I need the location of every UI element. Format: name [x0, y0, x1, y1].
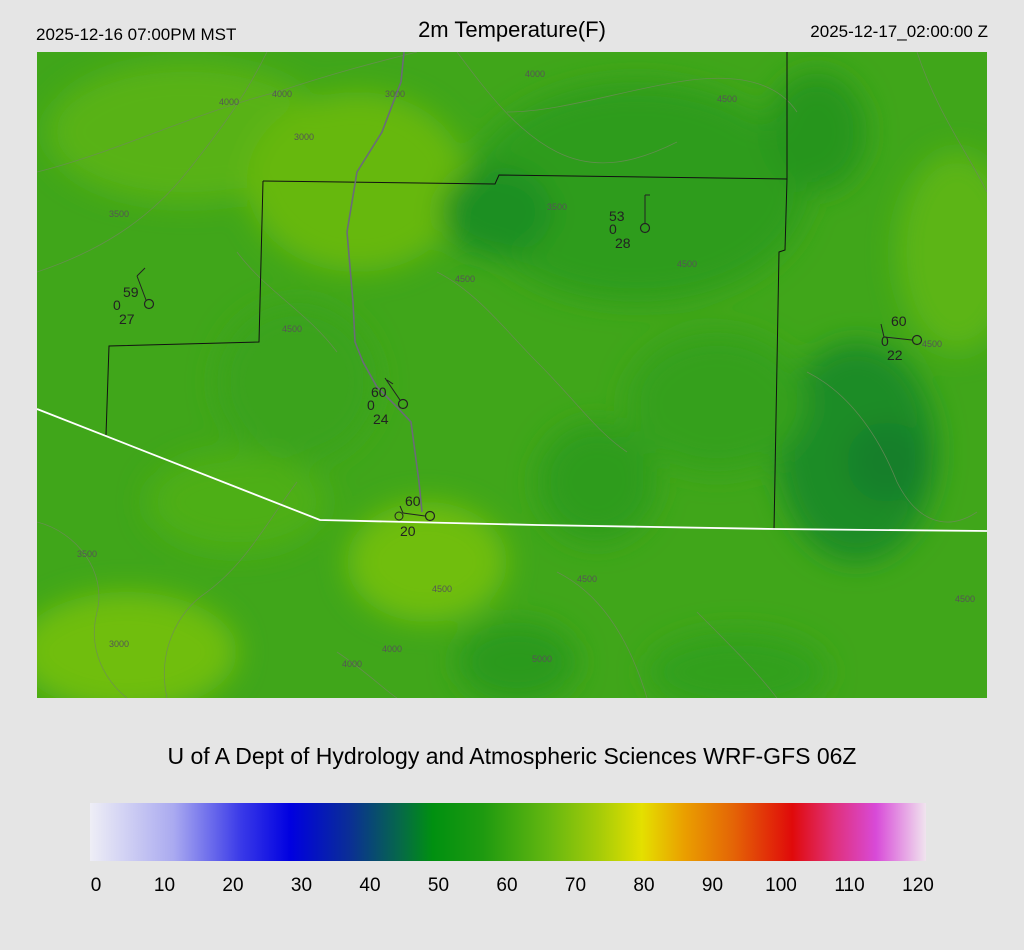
colorbar-tick-label: 80: [633, 875, 655, 896]
svg-text:4500: 4500: [717, 94, 737, 104]
station-temp: 53: [609, 208, 625, 224]
temperature-map: 4000 4000 3000 3000 3500 4000 4500 3500 …: [37, 52, 987, 698]
svg-text:3500: 3500: [77, 549, 97, 559]
local-time-label: 2025-12-16 07:00PM MST: [36, 25, 237, 44]
state-boundary: [37, 408, 987, 532]
station-cloud: 0: [113, 297, 121, 313]
map-title: 2m Temperature(F): [418, 17, 606, 42]
station-temp: 60: [891, 313, 907, 329]
station-plot: 53 0 28: [609, 194, 651, 251]
colorbar-gradient: [90, 803, 926, 861]
colorbar-tick-label: 10: [153, 875, 176, 896]
station-dewpoint: 27: [119, 311, 135, 327]
svg-text:3000: 3000: [294, 132, 314, 142]
svg-text:4500: 4500: [455, 274, 475, 284]
rivers: [346, 52, 423, 513]
svg-text:3500: 3500: [109, 209, 129, 219]
svg-text:4500: 4500: [955, 594, 975, 604]
elevation-contours: [37, 52, 987, 698]
colorbar-tick-label: 100: [765, 875, 797, 896]
svg-text:4000: 4000: [219, 97, 239, 107]
svg-text:3000: 3000: [385, 89, 405, 99]
station-cloud: 0: [609, 221, 617, 237]
station-cloud: 0: [881, 333, 889, 349]
station-temp: 60: [371, 384, 387, 400]
station-temp: 60: [405, 493, 421, 509]
credit-text: U of A Dept of Hydrology and Atmospheric…: [167, 743, 857, 769]
colorbar-tick-label: 110: [834, 875, 865, 896]
colorbar-tick-labels: 0 10 20 30 40 50 60 70 80 90 100 110 120: [90, 875, 934, 901]
station-plot: 60 0 22: [880, 313, 923, 363]
colorbar-tick-label: 20: [222, 875, 244, 896]
station-dewpoint: 28: [615, 235, 631, 251]
station-cloud: 0: [367, 397, 375, 413]
svg-text:3000: 3000: [109, 639, 129, 649]
station-plot: 60 20: [394, 493, 436, 539]
temperature-shading: [37, 62, 987, 698]
svg-text:4500: 4500: [922, 339, 942, 349]
svg-text:4500: 4500: [282, 324, 302, 334]
colorbar-tick-label: 60: [496, 875, 518, 896]
station-dewpoint: 24: [373, 411, 389, 427]
colorbar-tick-label: 30: [290, 875, 313, 896]
county-boundaries: [105, 52, 788, 531]
contour-labels: 4000 4000 3000 3000 3500 4000 4500 3500 …: [77, 69, 975, 669]
svg-text:4000: 4000: [382, 644, 402, 654]
svg-text:5000: 5000: [532, 654, 552, 664]
colorbar-tick-label: 50: [427, 875, 450, 896]
colorbar-tick-label: 70: [564, 875, 587, 896]
svg-text:4500: 4500: [677, 259, 697, 269]
utc-time-label: 2025-12-17_02:00:00 Z: [810, 22, 988, 41]
colorbar-tick-label: 120: [902, 875, 934, 896]
station-plot: 59 0 27: [113, 267, 155, 327]
colorbar-tick-label: 40: [359, 875, 381, 896]
station-temp: 59: [123, 284, 139, 300]
station-dewpoint: 22: [887, 347, 903, 363]
svg-text:4000: 4000: [525, 69, 545, 79]
svg-text:4000: 4000: [342, 659, 362, 669]
svg-text:4000: 4000: [272, 89, 292, 99]
svg-text:3500: 3500: [547, 202, 567, 212]
colorbar-tick-label: 0: [90, 875, 102, 896]
svg-text:4500: 4500: [432, 584, 452, 594]
station-plot: 60 0 24: [367, 377, 409, 427]
colorbar-tick-label: 90: [701, 875, 724, 896]
temperature-colorbar: [90, 803, 926, 861]
svg-text:4500: 4500: [577, 574, 597, 584]
station-dewpoint: 20: [400, 523, 416, 539]
